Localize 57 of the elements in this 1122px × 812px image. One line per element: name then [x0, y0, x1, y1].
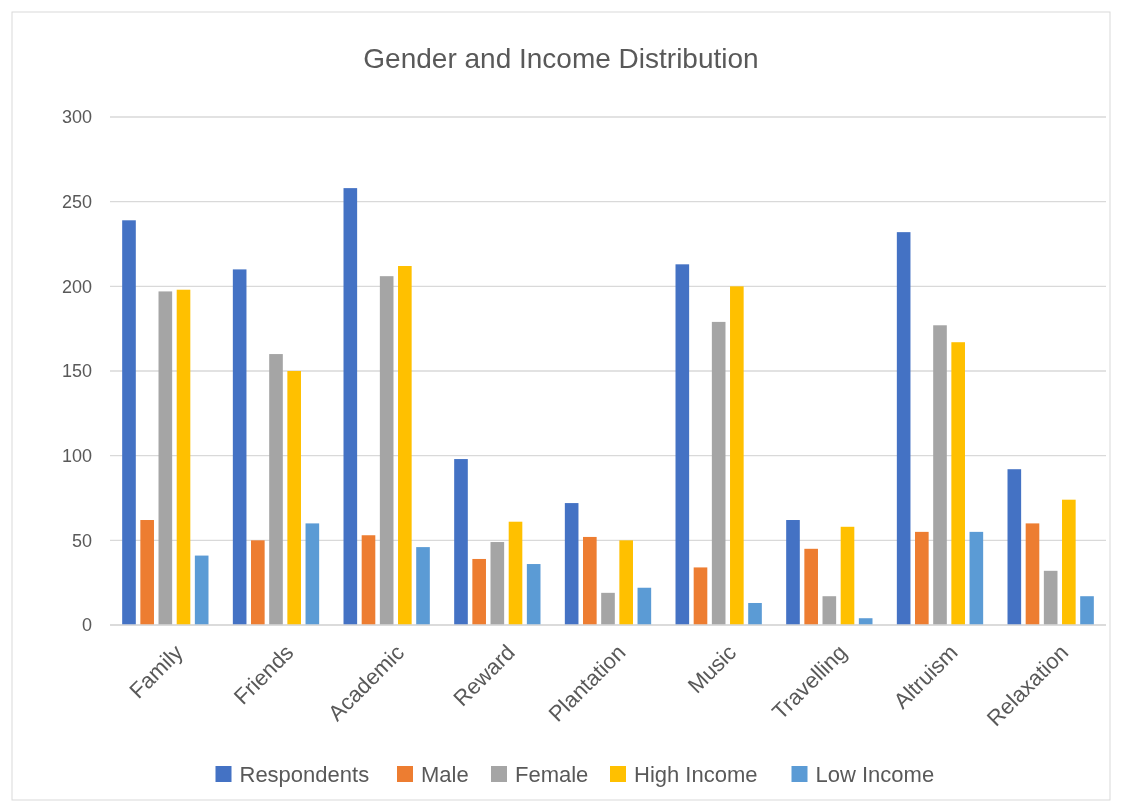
y-tick-label: 0	[81, 615, 92, 636]
bar	[305, 523, 320, 625]
bar	[1062, 499, 1076, 625]
bar	[269, 354, 283, 625]
y-tick-label: 150	[61, 361, 92, 382]
bar	[730, 286, 744, 625]
bar	[194, 555, 209, 625]
bar	[637, 587, 652, 625]
bar	[804, 548, 818, 625]
bar	[619, 540, 633, 625]
bar	[786, 520, 800, 625]
bar	[564, 503, 579, 625]
legend-label: Female	[515, 761, 589, 787]
bar	[176, 289, 191, 625]
bar	[398, 266, 412, 625]
bar	[915, 531, 929, 625]
bar	[969, 531, 984, 625]
bar	[840, 526, 855, 625]
bar	[343, 188, 358, 625]
bar	[158, 291, 173, 625]
bar	[379, 276, 394, 625]
bar	[508, 521, 523, 625]
bar	[122, 220, 136, 625]
bar	[601, 592, 615, 625]
bar	[583, 536, 597, 625]
bar	[287, 371, 301, 625]
bar	[675, 264, 690, 625]
bar	[1080, 596, 1094, 625]
bar	[251, 540, 265, 625]
bar	[140, 520, 154, 625]
legend-label: Low Income	[815, 761, 935, 787]
bar	[933, 325, 947, 625]
bar	[361, 535, 376, 625]
bar	[232, 269, 247, 625]
y-tick-label: 50	[71, 530, 92, 551]
legend-label: Male	[421, 761, 469, 787]
y-tick-label: 200	[61, 276, 92, 297]
bar	[711, 321, 726, 625]
bar	[693, 567, 708, 625]
bar	[1043, 570, 1058, 625]
bar	[490, 542, 505, 625]
bar	[896, 232, 911, 625]
legend-label: High Income	[634, 761, 758, 787]
bar	[951, 342, 965, 625]
y-tick-label: 300	[61, 107, 92, 128]
bar	[1025, 523, 1040, 625]
chart-title: Gender and Income Distribution	[363, 43, 759, 74]
y-tick-label: 100	[61, 445, 92, 466]
bar	[472, 558, 486, 625]
bar	[526, 564, 541, 625]
legend-label: Respondents	[239, 761, 370, 787]
y-tick-label: 250	[61, 191, 92, 212]
bar	[416, 547, 430, 625]
bar	[822, 596, 837, 625]
bar	[1007, 469, 1022, 625]
bar	[748, 602, 762, 625]
bar	[454, 459, 468, 625]
